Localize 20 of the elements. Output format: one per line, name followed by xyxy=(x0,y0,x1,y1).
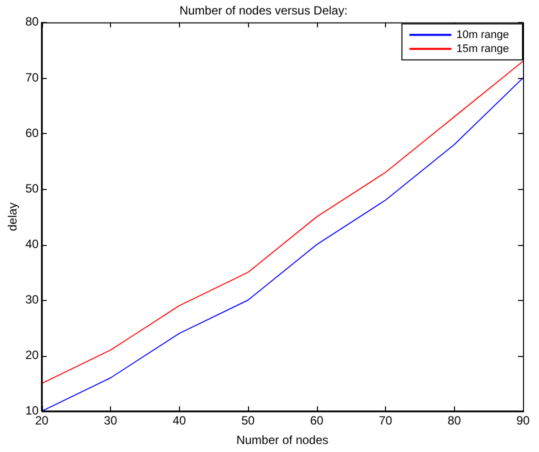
x-tick-label: 80 xyxy=(448,414,462,428)
legend-label: 10m range xyxy=(456,28,510,41)
x-axis-title: Number of nodes xyxy=(236,433,328,448)
y-tick-label: 50 xyxy=(25,181,40,196)
x-tick-label: 70 xyxy=(378,414,392,428)
chart-title: Number of nodes versus Delay: xyxy=(179,4,348,18)
y-tick-label: 70 xyxy=(25,70,40,84)
y-tick-label: 30 xyxy=(25,292,40,306)
y-tick-label: 80 xyxy=(25,14,40,29)
y-tick-label: 20 xyxy=(25,348,40,362)
y-axis-title: delay xyxy=(6,202,20,232)
y-tick-label: 60 xyxy=(25,126,40,140)
x-tick-label: 30 xyxy=(104,414,118,428)
x-tick-label: 60 xyxy=(310,414,324,428)
legend-label: 15m range xyxy=(456,42,510,55)
x-tick-label: 20 xyxy=(35,414,49,428)
x-tick-label: 90 xyxy=(516,414,530,428)
x-tick-label: 40 xyxy=(172,414,186,428)
x-tick-label: 50 xyxy=(241,414,255,428)
y-tick-label: 40 xyxy=(25,236,40,251)
